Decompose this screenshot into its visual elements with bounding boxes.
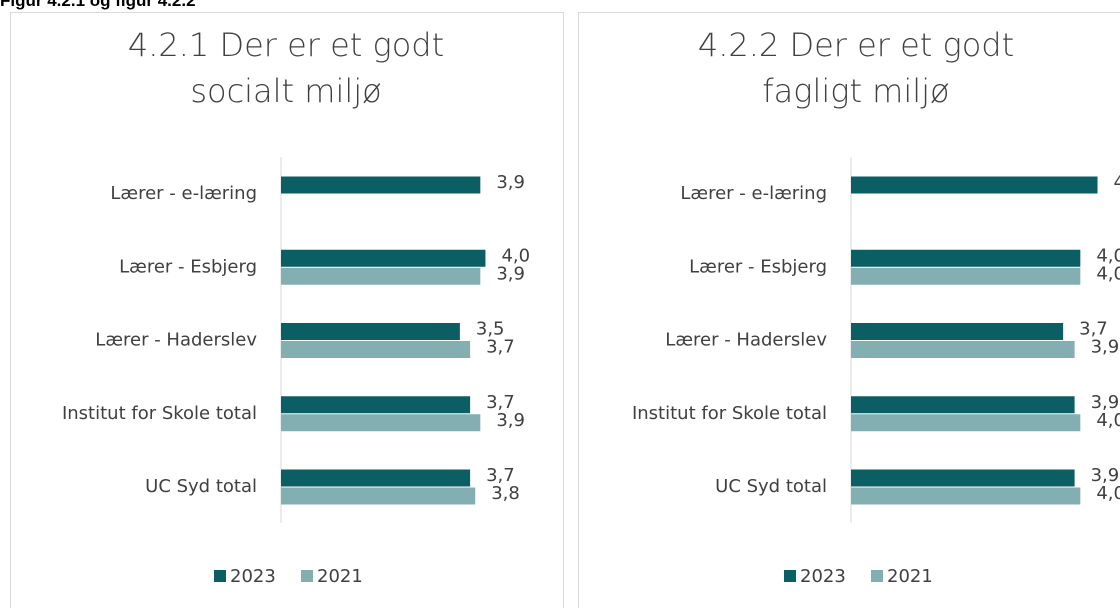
category-label: Lærer - Haderslev: [95, 330, 257, 351]
bar: [281, 249, 486, 267]
value-label: 4,0: [1096, 263, 1120, 284]
bar: [851, 469, 1075, 487]
legend-swatch: [301, 570, 313, 582]
value-label: 3,7: [486, 337, 515, 358]
category-label: Institut for Skole total: [62, 403, 257, 424]
legend-label: 2023: [230, 566, 276, 587]
value-label: 4,0: [1096, 410, 1120, 431]
bar: [851, 176, 1098, 194]
category-label: Lærer - Esbjerg: [119, 256, 257, 277]
legend-label: 2021: [887, 566, 933, 587]
legend-swatch: [871, 570, 883, 582]
bar: [851, 249, 1081, 267]
bar: [851, 414, 1081, 432]
bar: [281, 487, 476, 505]
bar: [851, 323, 1064, 340]
value-label: 4,0: [1096, 245, 1120, 266]
chart-title: 4.2.2 Der er et godt fagligt miljø: [697, 26, 1015, 110]
bar: [851, 396, 1075, 414]
bar: [851, 487, 1081, 505]
bar: [281, 323, 460, 340]
bar: [851, 267, 1081, 285]
category-label: Lærer - Haderslev: [665, 330, 827, 351]
value-label: 3,9: [496, 172, 525, 193]
value-label: 3,5: [476, 319, 505, 340]
bar: [281, 396, 471, 414]
chart-panel: [10, 12, 564, 608]
value-label: 4,0: [501, 245, 530, 266]
bar: [281, 267, 481, 285]
value-label: 3,9: [1091, 337, 1120, 358]
bar: [281, 341, 471, 358]
figure-header: Figur 4.2.1 og figur 4.2.2: [0, 0, 196, 10]
category-label: UC Syd total: [145, 476, 257, 497]
bar: [851, 341, 1075, 358]
bar: [281, 414, 481, 432]
bar: [281, 469, 471, 487]
chart-panel: [578, 12, 1120, 608]
category-label: UC Syd total: [715, 476, 827, 497]
legend-swatch: [784, 570, 796, 582]
legend-swatch: [214, 570, 226, 582]
value-label: 3,7: [1079, 319, 1108, 340]
legend-label: 2021: [317, 566, 363, 587]
category-label: Lærer - e-læring: [680, 183, 827, 204]
category-label: Institut for Skole total: [632, 403, 827, 424]
chart-title: 4.2.1 Der er et godt socialt miljø: [127, 26, 445, 110]
value-label: 3,9: [1091, 392, 1120, 413]
value-label: 4,3: [1114, 172, 1120, 193]
category-label: Lærer - Esbjerg: [689, 256, 827, 277]
value-label: 3,7: [486, 465, 515, 486]
value-label: 3,9: [496, 263, 525, 284]
value-label: 3,9: [496, 410, 525, 431]
value-label: 3,7: [486, 392, 515, 413]
category-label: Lærer - e-læring: [110, 183, 257, 204]
value-label: 3,9: [1091, 465, 1120, 486]
value-label: 4,0: [1096, 483, 1120, 504]
bar: [281, 176, 481, 194]
legend-label: 2023: [800, 566, 846, 587]
value-label: 3,8: [491, 483, 520, 504]
